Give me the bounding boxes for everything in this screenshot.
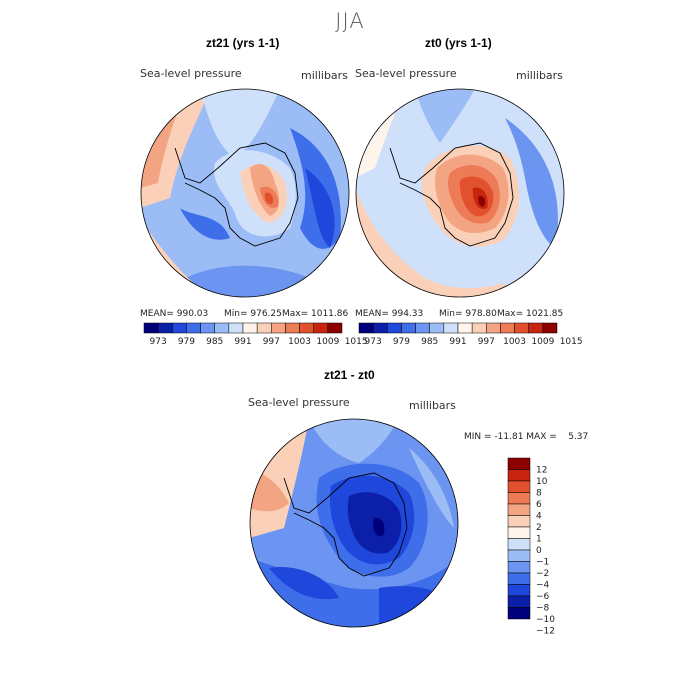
panel1-colorbar-box [172, 322, 187, 334]
panel2-colorbar-box [528, 322, 544, 334]
panel1-colorbar-tick: 1009 [316, 337, 339, 347]
panel1-colorbar-box [214, 322, 230, 334]
panel3-colorbar-tick: −8 [536, 604, 550, 614]
panel3-colorbar-box [507, 549, 531, 562]
panel3-colorbar-box [507, 572, 531, 585]
panel3-colorbar-box [507, 457, 531, 470]
panel1-colorbar: 973 979 985 991 997 1003 1009 1015 [143, 322, 368, 347]
panel1-title: zt21 (yrs 1-1) [206, 36, 280, 50]
panel3-colorbar-tick: 12 [536, 466, 547, 476]
panel3-title: zt21 - zt0 [324, 368, 375, 382]
panel2-max: Max= 1021.85 [497, 309, 564, 319]
panel1-colorbar-box [313, 322, 329, 334]
panel1-colorbar-tick: 973 [150, 337, 167, 347]
panel1-colorbar-box [327, 322, 343, 334]
panel3-colorbar-tick: 1 [536, 535, 542, 545]
panel2-mean: MEAN= 994.33 [355, 309, 424, 319]
panel2-colorbar-tick: 1003 [503, 337, 526, 347]
panel1-colorbar-tick: 1015 [345, 337, 368, 347]
panel2-variable-label: Sea-level pressure [355, 67, 457, 80]
panel1-colorbar-tick: 991 [234, 337, 251, 347]
panel3-colorbar-tick: −2 [536, 569, 549, 579]
panel2-colorbar-box [372, 322, 388, 334]
panel3-colorbar-box [507, 480, 531, 493]
panel3-colorbar-tick: −4 [536, 581, 550, 591]
panel3-colorbar-tick: 2 [536, 523, 542, 533]
panel2-colorbar-box [358, 322, 374, 334]
panel2-colorbar-box [471, 322, 487, 334]
panel2-colorbar-tick: 973 [365, 337, 382, 347]
panel2-colorbar-box [387, 322, 402, 334]
panel3-minmax: MIN = -11.81 MAX = 5.37 [464, 432, 589, 442]
panel3-colorbar-box [507, 561, 531, 574]
panel2-colorbar-box [514, 322, 529, 334]
panel3-variable-label: Sea-level pressure [248, 396, 350, 409]
panel1-colorbar-box [285, 322, 300, 334]
panel2-colorbar-tick: 1015 [560, 337, 583, 347]
panel1-colorbar-box [200, 322, 215, 334]
panel2-colorbar-tick: 1009 [531, 337, 554, 347]
panel1-mean: MEAN= 990.03 [140, 309, 209, 319]
panel1-colorbar-box [143, 322, 159, 334]
panel3-colorbar-tick: −10 [536, 615, 555, 625]
panel3-colorbar-box [507, 503, 531, 516]
panel2-colorbar-tick: 985 [421, 337, 438, 347]
panel3-colorbar-tick: −12 [536, 627, 555, 637]
panel1-colorbar-box [256, 322, 272, 334]
panel2-colorbar-tick: 979 [393, 337, 410, 347]
season-title: JJA [335, 9, 365, 33]
panel1-polar-map [140, 88, 350, 298]
panel3-colorbar-tick: 6 [536, 500, 542, 510]
panel3-colorbar-box [507, 515, 531, 528]
panel1-min: Min= 976.25 [224, 309, 282, 319]
panel1-colorbar-box [299, 322, 314, 334]
panel2-units-label: millibars [516, 69, 563, 82]
panel1-colorbar-tick: 1003 [288, 337, 311, 347]
panel3-colorbar-box [507, 595, 531, 608]
panel3-colorbar-box [507, 526, 531, 539]
panel3-colorbar-box [507, 469, 531, 482]
panel1-colorbar-tick: 985 [206, 337, 223, 347]
panel2-colorbar-tick: 997 [478, 337, 495, 347]
panel2-colorbar-box [457, 322, 473, 334]
panel2-polar-map [355, 88, 565, 298]
panel2-colorbar-tick: 991 [449, 337, 466, 347]
panel1-units-label: millibars [301, 69, 348, 82]
panel1-colorbar-box [271, 322, 286, 334]
panel3-colorbar-tick: 0 [536, 546, 542, 556]
panel3-colorbar-box [507, 538, 531, 551]
panel3-colorbar-box [507, 607, 531, 620]
panel3-units-label: millibars [409, 399, 456, 412]
panel3-colorbar-tick: −6 [536, 592, 550, 602]
panel2-colorbar-box [486, 322, 501, 334]
panel2-colorbar-box [401, 322, 416, 334]
panel3-colorbar-tick: 8 [536, 489, 542, 499]
panel3-colorbar-box [507, 584, 531, 597]
panel3-colorbar-tick: 10 [536, 477, 548, 487]
panel1-colorbar-box [157, 322, 173, 334]
panel1-colorbar-box [228, 322, 244, 334]
panel3-colorbar-box [507, 492, 531, 505]
panel1-colorbar-tick: 979 [178, 337, 195, 347]
panel3-colorbar-tick: 4 [536, 512, 542, 522]
panel2-colorbar-box [542, 322, 558, 334]
panel1-max: Max= 1011.86 [282, 309, 349, 319]
panel1-colorbar-box [242, 322, 258, 334]
panel3-difference-map [249, 418, 459, 628]
panel2-colorbar: 973 979 985 991 997 1003 1009 1015 [358, 322, 583, 347]
panel2-colorbar-box [443, 322, 459, 334]
panel1-colorbar-box [186, 322, 201, 334]
panel3-colorbar-tick: −1 [536, 558, 549, 568]
panel2-colorbar-box [415, 322, 430, 334]
panel2-title: zt0 (yrs 1-1) [425, 36, 492, 50]
panel2-colorbar-box [429, 322, 445, 334]
panel2-min: Min= 978.80 [439, 309, 497, 319]
panel1-colorbar-tick: 997 [263, 337, 280, 347]
panel1-variable-label: Sea-level pressure [140, 67, 242, 80]
panel2-colorbar-box [500, 322, 515, 334]
